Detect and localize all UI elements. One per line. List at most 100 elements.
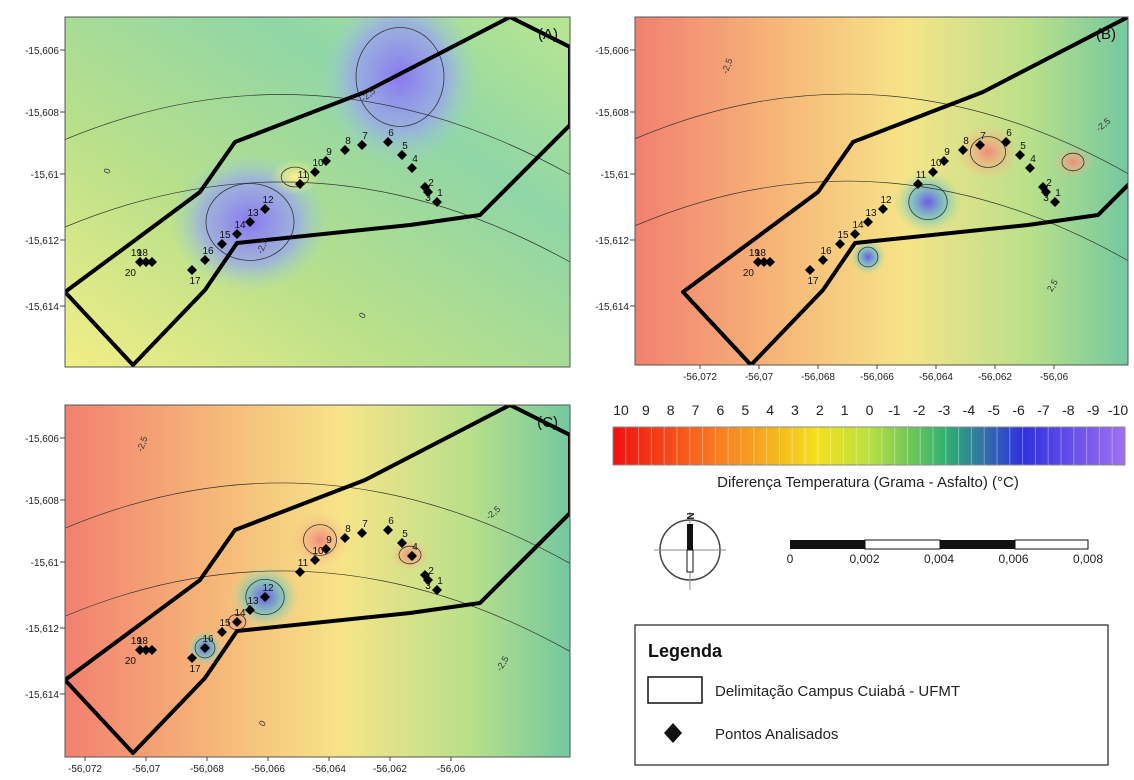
contour-line — [280, 166, 310, 188]
sample-point — [295, 567, 305, 577]
point-label: 13 — [865, 208, 877, 219]
point-label: 4 — [412, 154, 418, 165]
sample-point — [141, 645, 151, 655]
point-label: 4 — [412, 542, 418, 553]
legend-item: Delimitação Campus Cuiabá - UFMT — [715, 683, 960, 700]
point-label: 14 — [234, 220, 246, 231]
point-label: 12 — [262, 195, 274, 206]
point-label: 14 — [234, 608, 246, 619]
colorbar-label: -2 — [913, 402, 926, 418]
colorbar-label: 3 — [791, 402, 799, 418]
contour-label: 0 — [357, 311, 368, 320]
y-tick-label: -15,606 — [25, 46, 59, 57]
panel-label: (A) — [538, 26, 558, 43]
point-label: 18 — [137, 248, 149, 259]
point-label: 6 — [388, 128, 394, 139]
x-tick-label: -56,07 — [132, 764, 161, 775]
point-label: 7 — [980, 131, 986, 142]
map-area: 0-2,5-2,50123456789101112131415161718192… — [65, 17, 570, 367]
sample-point — [878, 204, 888, 214]
colorbar-label: -10 — [1108, 402, 1128, 418]
scale-label: 0,006 — [998, 552, 1028, 566]
y-tick-label: -15,614 — [595, 302, 629, 313]
x-tick-label: -56,072 — [68, 764, 102, 775]
colorbar-label: 10 — [613, 402, 629, 418]
y-tick-label: -15,612 — [25, 236, 59, 247]
contour-label: 0 — [257, 719, 268, 728]
point-label: 4 — [1030, 154, 1036, 165]
x-tick-label: -56,064 — [919, 372, 953, 383]
colorbar-label: 7 — [692, 402, 700, 418]
sample-point — [295, 179, 305, 189]
sample-point — [432, 197, 442, 207]
temperature-zone — [956, 124, 1020, 180]
point-label: 2 — [428, 178, 434, 189]
point-label: 13 — [247, 208, 259, 219]
scale-label: 0,004 — [924, 552, 954, 566]
contour-label: -2,5 — [135, 435, 150, 453]
legend: Legenda Delimitação Campus Cuiabá - UFMT… — [634, 624, 1109, 766]
sample-point — [383, 137, 393, 147]
point-label: 16 — [202, 246, 214, 257]
point-label: 11 — [298, 558, 309, 569]
point-label: 3 — [1043, 193, 1049, 204]
sample-point — [383, 525, 393, 535]
contour-line — [635, 180, 1128, 261]
sample-point — [217, 627, 227, 637]
point-label: 3 — [425, 581, 431, 592]
sample-point — [759, 257, 769, 267]
contour-line — [908, 183, 948, 220]
point-label: 10 — [312, 546, 324, 557]
legend-item: Pontos Analisados — [715, 726, 838, 743]
x-tick-label: -56,068 — [190, 764, 224, 775]
sample-point — [397, 538, 407, 548]
map-panel: -2,5-2,50-2,5123456789101112131415161718… — [25, 404, 571, 775]
point-label: 1 — [437, 188, 443, 199]
map-frame — [634, 16, 1129, 366]
colorbar-label: -6 — [1012, 402, 1025, 418]
sample-point — [1038, 182, 1048, 192]
colorbar-label: 0 — [866, 402, 874, 418]
y-tick-label: -15,61 — [31, 170, 60, 181]
colorbar-label: 9 — [642, 402, 650, 418]
contour-line — [65, 94, 570, 175]
temperature-zone — [270, 159, 320, 195]
point-label: 9 — [326, 147, 332, 158]
sample-point — [187, 653, 197, 663]
sample-point — [1025, 163, 1035, 173]
y-tick-label: -15,608 — [25, 496, 59, 507]
colorbar-label: -1 — [888, 402, 901, 418]
sample-point — [432, 585, 442, 595]
colorbar-label: -4 — [963, 402, 976, 418]
y-tick-label: -15,612 — [25, 624, 59, 635]
contour-label: -2,5 — [720, 57, 735, 75]
point-label: 3 — [425, 193, 431, 204]
campus-boundary — [681, 17, 1128, 365]
point-label: 12 — [880, 195, 892, 206]
sample-point — [913, 179, 923, 189]
x-tick-label: -56,062 — [978, 372, 1012, 383]
sample-point — [835, 239, 845, 249]
point-label: 19 — [131, 636, 143, 647]
x-tick-label: -56,06 — [1040, 372, 1069, 383]
colorbar-dividers — [625, 427, 1113, 465]
colorbar-label: 8 — [667, 402, 675, 418]
map-background — [65, 405, 570, 757]
contour-line — [303, 524, 337, 556]
point-label: 17 — [807, 276, 819, 287]
point-label: 19 — [749, 248, 761, 259]
point-label: 18 — [137, 636, 149, 647]
y-tick-label: -15,61 — [31, 558, 60, 569]
point-label: 5 — [402, 529, 408, 540]
x-tick-label: -56,062 — [373, 764, 407, 775]
sample-point — [340, 533, 350, 543]
sample-point — [260, 592, 270, 602]
sample-point — [420, 570, 430, 580]
sample-point — [1015, 150, 1025, 160]
sample-point — [1001, 137, 1011, 147]
x-tick-label: -56,072 — [683, 372, 717, 383]
temperature-zone — [290, 512, 350, 568]
sample-point — [321, 544, 331, 554]
colorbar-label: -7 — [1037, 402, 1050, 418]
sample-point — [135, 257, 145, 267]
